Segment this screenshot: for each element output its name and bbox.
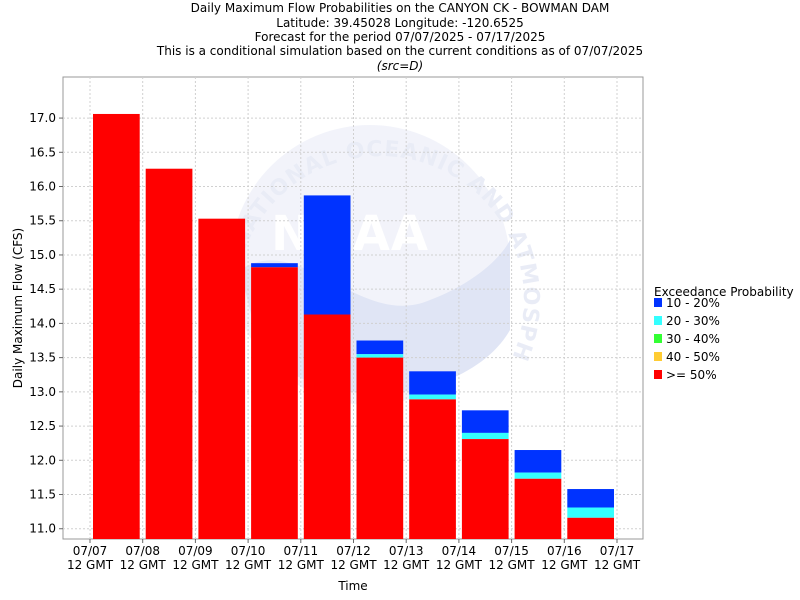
x-tick-label-time: 12 GMT <box>278 558 325 572</box>
x-tick-label-time: 12 GMT <box>67 558 114 572</box>
bar-segment-p10_20 <box>251 263 298 268</box>
y-tick-label: 15.5 <box>29 214 56 228</box>
bar-segment-p10_20 <box>356 340 404 355</box>
bar-segment-p20_30 <box>514 472 562 479</box>
legend-title: Exceedance Probability <box>654 285 794 299</box>
x-tick-label-date: 07/07 <box>73 544 108 558</box>
legend-swatch <box>654 352 662 361</box>
chart-subtitle: (src=D) <box>377 59 423 73</box>
x-tick-label-date: 07/12 <box>336 544 371 558</box>
bar-segment-ge50 <box>93 113 140 540</box>
x-tick-label-date: 07/08 <box>125 544 160 558</box>
bar-segment-ge50 <box>145 168 193 539</box>
legend-entry: 30 - 40% <box>666 332 720 346</box>
y-tick-label: 14.0 <box>29 316 56 330</box>
bar-segment-p20_30 <box>567 507 614 518</box>
title-line-3: Forecast for the period 07/07/2025 - 07/… <box>255 30 546 44</box>
x-tick-label-date: 07/17 <box>600 544 635 558</box>
bar-segment-p20_30 <box>356 354 404 358</box>
bar-segment-ge50 <box>251 267 298 539</box>
y-tick-label: 13.0 <box>29 385 56 399</box>
y-axis-label: Daily Maximum Flow (CFS) <box>11 228 25 388</box>
y-tick-label: 17.0 <box>29 111 56 125</box>
x-tick-label-date: 07/14 <box>442 544 477 558</box>
y-tick-label: 12.0 <box>29 453 56 467</box>
x-tick-label-time: 12 GMT <box>594 558 641 572</box>
x-tick-label-time: 12 GMT <box>436 558 483 572</box>
bar-segment-ge50 <box>409 399 456 539</box>
y-tick-label: 16.5 <box>29 145 56 159</box>
bar-segment-p20_30 <box>461 432 509 440</box>
x-tick-label-time: 12 GMT <box>330 558 377 572</box>
y-tick-label: 16.0 <box>29 180 56 194</box>
y-tick-label: 15.0 <box>29 248 56 262</box>
x-tick-label-time: 12 GMT <box>383 558 430 572</box>
legend-entry: >= 50% <box>666 368 717 382</box>
x-tick-label-time: 12 GMT <box>120 558 167 572</box>
x-tick-label-date: 07/11 <box>284 544 319 558</box>
bar-segment-ge50 <box>303 314 351 539</box>
bar-segment-ge50 <box>514 478 562 539</box>
legend: Exceedance Probability 10 - 20% 20 - 30% 3… <box>654 285 794 382</box>
legend-swatch <box>654 298 662 307</box>
x-tick-label-time: 12 GMT <box>225 558 272 572</box>
legend-swatch <box>654 370 662 379</box>
y-tick-label: 13.5 <box>29 351 56 365</box>
x-tick-label-time: 12 GMT <box>541 558 588 572</box>
chart-title: Daily Maximum Flow Probabilities on the … <box>156 1 643 73</box>
bar-segment-ge50 <box>461 439 509 539</box>
bar-segment-p10_20 <box>514 450 562 473</box>
x-tick-label-date: 07/16 <box>547 544 582 558</box>
bar-segment-p20_30 <box>409 394 456 400</box>
x-tick-label-time: 12 GMT <box>172 558 219 572</box>
x-tick-label-date: 07/09 <box>178 544 213 558</box>
bar-segment-ge50 <box>567 517 614 539</box>
bar-segment-ge50 <box>356 357 404 539</box>
y-tick-label: 11.0 <box>29 522 56 536</box>
bar-segment-p10_20 <box>567 489 614 508</box>
bar-segment-p10_20 <box>461 410 509 433</box>
bar-segment-ge50 <box>198 218 246 539</box>
bars <box>93 113 614 540</box>
x-tick-label-date: 07/15 <box>494 544 529 558</box>
y-axis: 11.0 11.5 12.0 12.5 13.0 13.5 14.0 14.5 15.0 15.5… <box>29 111 63 536</box>
x-tick-label-date: 07/13 <box>389 544 424 558</box>
legend-entry: 20 - 30% <box>666 314 720 328</box>
title-line-2: Latitude: 39.45028 Longitude: -120.6525 <box>276 16 523 30</box>
legend-entry: 40 - 50% <box>666 350 720 364</box>
bar-segment-p10_20 <box>409 371 456 395</box>
legend-swatch <box>654 316 662 325</box>
title-line-4: This is a conditional simulation based o… <box>156 44 643 58</box>
bar-segment-p10_20 <box>303 195 351 315</box>
x-tick-label-time: 12 GMT <box>489 558 536 572</box>
y-tick-label: 12.5 <box>29 419 56 433</box>
legend-entry: 10 - 20% <box>666 296 720 310</box>
y-tick-label: 14.5 <box>29 282 56 296</box>
legend-swatch <box>654 334 662 343</box>
x-tick-label-date: 07/10 <box>231 544 266 558</box>
title-line-1: Daily Maximum Flow Probabilities on the … <box>191 1 610 15</box>
y-tick-label: 11.5 <box>29 488 56 502</box>
x-axis-label: Time <box>337 579 367 593</box>
